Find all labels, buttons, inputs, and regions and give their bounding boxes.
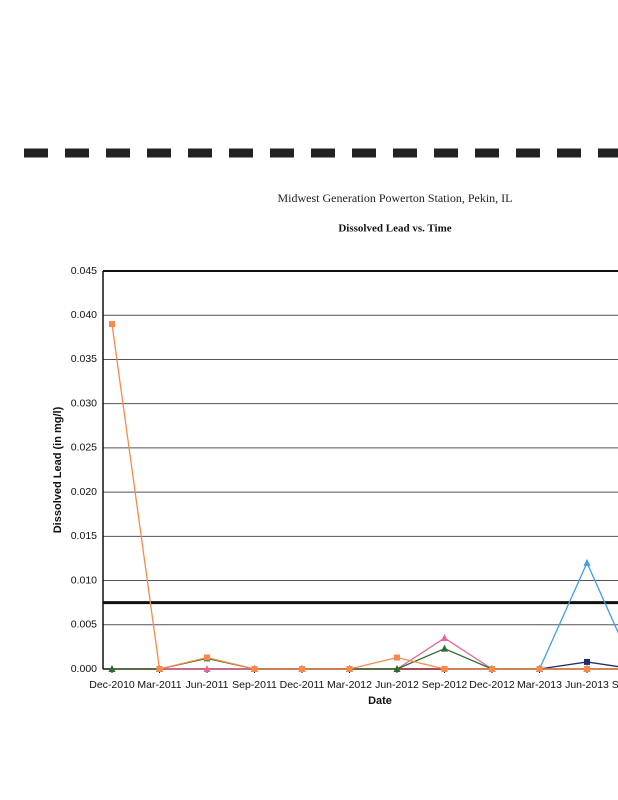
data-point — [394, 654, 400, 661]
x-tick-label: Jun-2013 — [565, 679, 609, 691]
x-tick-label: Dec-2011 — [280, 679, 325, 691]
y-axis-label: Dissolved Lead (in mg/l) — [52, 406, 64, 533]
x-tick-label: Dec-2010 — [89, 679, 135, 691]
series-line — [492, 661, 618, 670]
y-tick-label: 0.000 — [71, 663, 97, 675]
x-tick-label: Sep-2012 — [422, 679, 468, 691]
series-line — [492, 561, 618, 670]
x-tick-label: Mar-2011 — [137, 679, 181, 691]
data-point — [393, 665, 401, 672]
x-tick-label: Dec-2012 — [469, 679, 515, 691]
data-point — [441, 644, 448, 652]
x-tick-label: Jun-2011 — [185, 679, 228, 691]
x-tick-label: Mar-2012 — [327, 679, 372, 691]
data-point — [584, 658, 590, 665]
y-tick-label: 0.035 — [71, 353, 97, 365]
y-tick-label: 0.010 — [71, 574, 97, 586]
y-tick-label: 0.025 — [71, 442, 97, 454]
y-tick-label: 0.040 — [71, 309, 97, 321]
y-tick-label: 0.030 — [71, 397, 97, 409]
y-tick-label: 0.015 — [71, 530, 97, 542]
y-tick-label: 0.005 — [71, 619, 97, 631]
chart-title: Midwest Generation Powerton Station, Pek… — [278, 191, 513, 205]
data-point — [204, 654, 210, 661]
x-tick-label: Mar-2013 — [517, 679, 562, 691]
series-line — [111, 323, 618, 670]
data-point — [489, 666, 495, 672]
data-point — [108, 665, 116, 672]
data-point — [441, 666, 448, 672]
data-point — [251, 666, 258, 672]
data-point — [156, 666, 163, 672]
data-point — [203, 665, 211, 672]
data-point — [583, 558, 591, 566]
x-axis-label: Date — [368, 695, 392, 707]
x-tick-label: Sep-2013 — [612, 679, 618, 691]
data-point — [441, 634, 448, 642]
data-point — [299, 666, 305, 672]
data-point — [346, 666, 353, 672]
y-tick-label: 0.020 — [71, 486, 97, 498]
x-tick-label: Sep-2011 — [232, 679, 277, 691]
data-point — [536, 666, 543, 672]
data-point — [584, 666, 590, 672]
y-tick-label: 0.045 — [71, 265, 97, 277]
x-tick-label: Jun-2012 — [375, 679, 419, 691]
series-line — [112, 647, 618, 670]
data-point — [109, 321, 115, 328]
chart-subtitle: Dissolved Lead vs. Time — [338, 223, 451, 235]
